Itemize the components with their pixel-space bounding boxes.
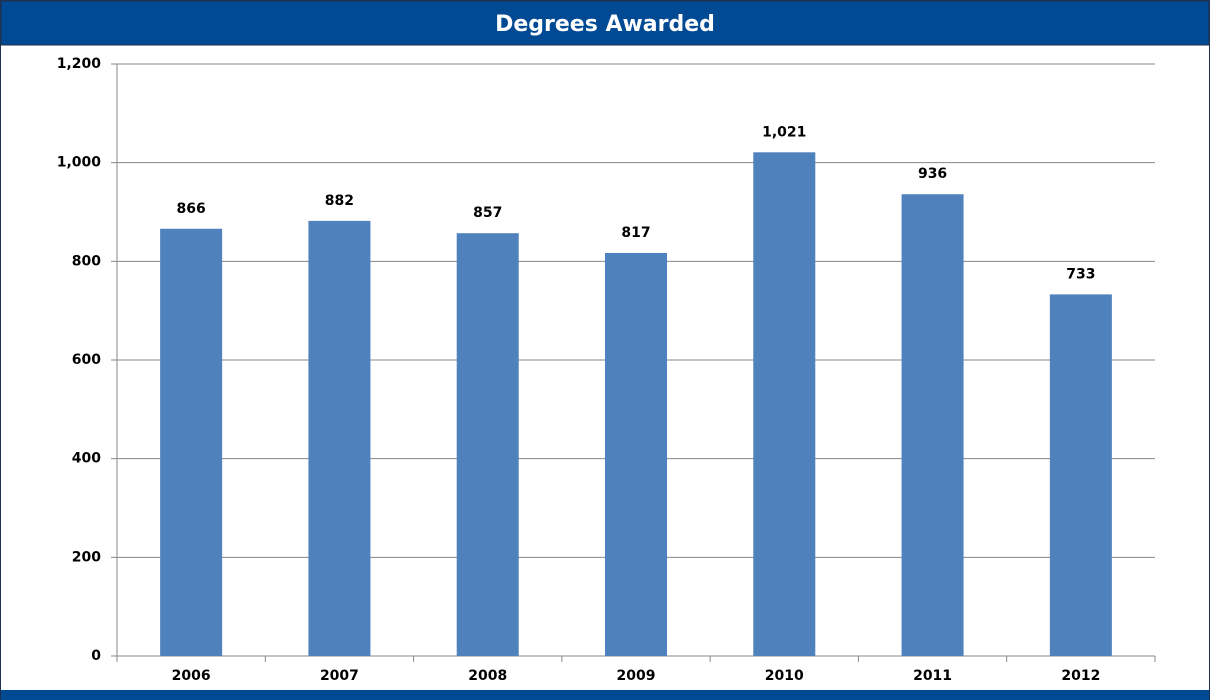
data-label: 1,021 bbox=[762, 124, 806, 140]
x-tick-label: 2007 bbox=[320, 668, 359, 684]
x-tick-label: 2009 bbox=[617, 668, 656, 684]
data-label: 882 bbox=[325, 193, 354, 209]
data-label: 936 bbox=[918, 166, 947, 182]
y-tick-label: 800 bbox=[72, 253, 101, 269]
data-label: 817 bbox=[621, 225, 650, 241]
data-label: 857 bbox=[473, 205, 502, 221]
chart-title: Degrees Awarded bbox=[495, 12, 715, 37]
y-tick-label: 400 bbox=[72, 451, 101, 467]
bar bbox=[456, 233, 519, 657]
x-tick-label: 2006 bbox=[172, 668, 211, 684]
bar bbox=[308, 220, 371, 656]
y-tick-label: 1,200 bbox=[57, 56, 102, 72]
y-tick-label: 600 bbox=[72, 352, 101, 368]
x-tick-label: 2010 bbox=[765, 668, 804, 684]
bar bbox=[160, 228, 223, 657]
y-tick-label: 0 bbox=[91, 648, 101, 664]
bar bbox=[901, 194, 964, 657]
title-banner bbox=[0, 0, 1210, 46]
data-label: 733 bbox=[1066, 266, 1095, 282]
x-tick-label: 2012 bbox=[1061, 668, 1100, 684]
y-tick-label: 1,000 bbox=[57, 155, 102, 171]
bar bbox=[1049, 294, 1112, 656]
footer-banner bbox=[1, 690, 1209, 700]
x-tick-label: 2008 bbox=[468, 668, 507, 684]
bar bbox=[605, 252, 667, 657]
y-tick-label: 200 bbox=[72, 549, 101, 565]
data-label: 866 bbox=[177, 201, 206, 217]
x-tick-label: 2011 bbox=[913, 668, 952, 684]
bar bbox=[753, 152, 816, 656]
